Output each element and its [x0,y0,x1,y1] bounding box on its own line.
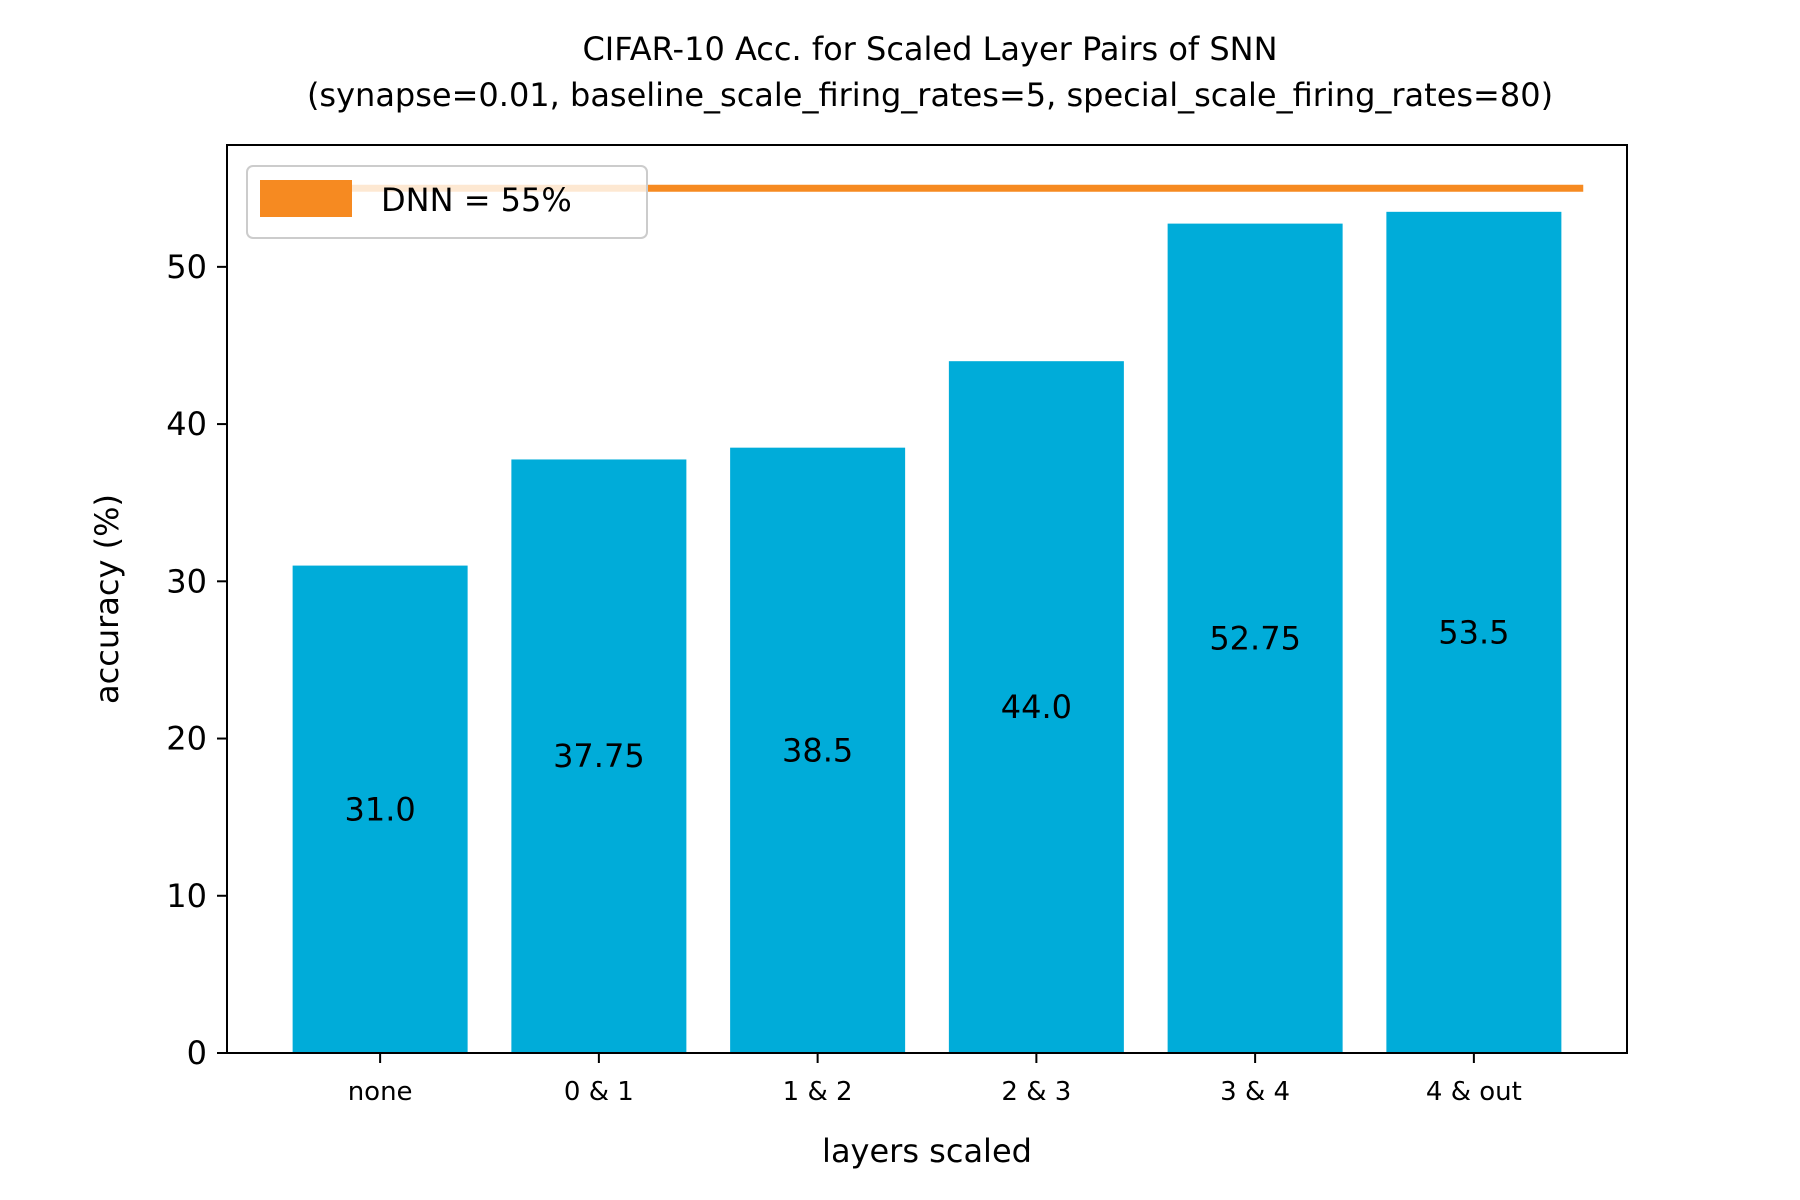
y-tick-label: 40 [166,405,207,443]
x-tick-label: 3 & 4 [1220,1077,1290,1107]
plot-frame [226,144,1628,1054]
y-tick-label: 0 [187,1034,207,1072]
bar [1167,223,1343,1053]
legend: DNN = 55% [246,165,648,239]
bar [511,459,687,1053]
bars [292,211,1562,1054]
y-tick-label: 50 [166,248,207,286]
bar [730,447,906,1054]
y-axis-ticks: 0 10 20 30 40 50 [166,248,227,1072]
x-tick-label: 2 & 3 [1001,1077,1071,1107]
bar-value-label: 53.5 [1438,613,1509,651]
bar-value-label: 37.75 [553,737,645,775]
chart-title: CIFAR-10 Acc. for Scaled Layer Pairs of … [582,30,1277,68]
y-tick-label: 20 [166,720,207,758]
bar-value-label: 38.5 [782,731,853,769]
y-tick-label: 30 [166,562,207,600]
x-tick-label: 0 & 1 [564,1077,634,1107]
chart-subtitle: (synapse=0.01, baseline_scale_firing_rat… [307,76,1553,114]
bar-value-label: 44.0 [1001,688,1072,726]
legend-swatch [260,180,352,217]
bar-value-label: 31.0 [345,790,416,828]
x-axis-ticks: none 0 & 1 1 & 2 2 & 3 3 & 4 4 & out [348,1053,1522,1107]
y-axis-label: accuracy (%) [88,494,126,704]
bar-value-labels: 31.0 37.75 38.5 44.0 52.75 53.5 [345,613,1510,828]
bar [292,565,468,1053]
x-tick-label: 4 & out [1426,1077,1522,1107]
legend-label: DNN = 55% [381,181,572,219]
bar [1386,211,1562,1053]
x-axis-label: layers scaled [822,1132,1032,1170]
bar [948,361,1124,1053]
y-tick-label: 10 [166,877,207,915]
bar-value-label: 52.75 [1209,619,1301,657]
x-tick-label: 1 & 2 [783,1077,853,1107]
x-tick-label: none [348,1077,413,1107]
